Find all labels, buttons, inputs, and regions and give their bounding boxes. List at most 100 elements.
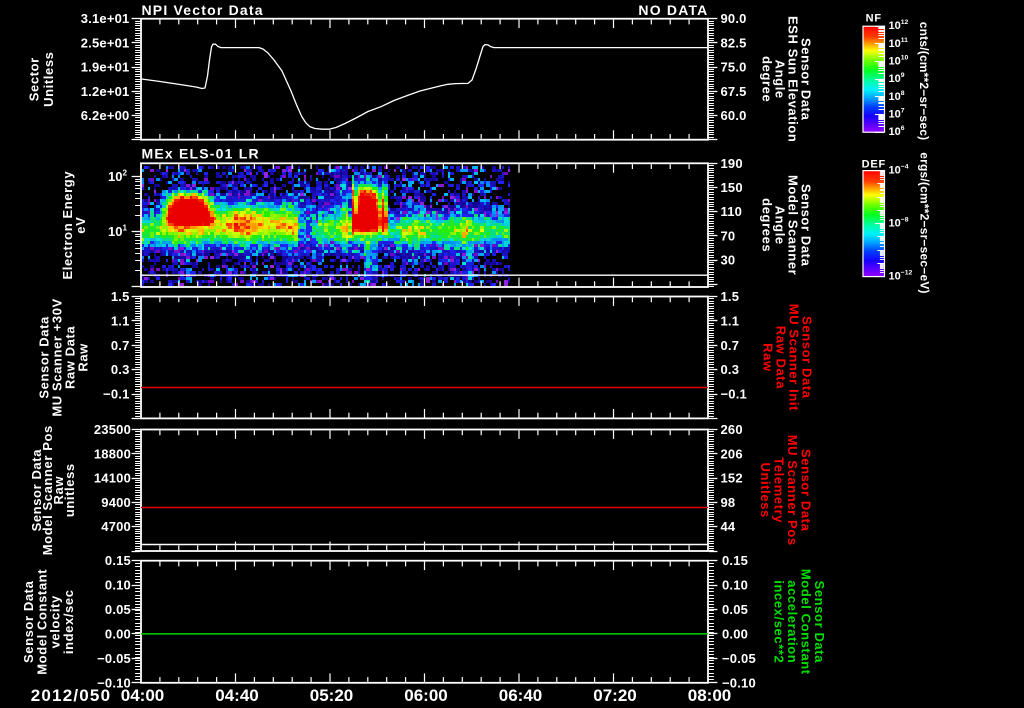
svg-text:04:00: 04:00 (121, 686, 164, 705)
svg-text:07:20: 07:20 (593, 686, 636, 705)
svg-text:0.15: 0.15 (722, 553, 748, 568)
svg-text:NO DATA: NO DATA (638, 2, 708, 18)
svg-text:1.9e+01: 1.9e+01 (81, 60, 130, 75)
svg-text:Sensor Data: Sensor Data (21, 580, 36, 663)
svg-text:−0.05: −0.05 (97, 651, 131, 666)
svg-text:9400: 9400 (101, 495, 131, 510)
svg-text:MU Scanner Init: MU Scanner Init (787, 304, 802, 411)
svg-text:Electron Energy: Electron Energy (60, 171, 75, 280)
svg-text:04:40: 04:40 (215, 686, 258, 705)
svg-text:1.5: 1.5 (111, 289, 130, 304)
svg-text:05:20: 05:20 (310, 686, 353, 705)
svg-text:30: 30 (721, 253, 736, 268)
svg-text:degrees: degrees (760, 198, 775, 252)
svg-text:60.0: 60.0 (721, 108, 747, 123)
svg-text:−0.10: −0.10 (97, 675, 131, 690)
svg-text:Sensor Data: Sensor Data (799, 184, 814, 267)
svg-text:1.5: 1.5 (721, 289, 740, 304)
svg-text:incex/sec**2: incex/sec**2 (772, 580, 787, 663)
svg-text:velocity: velocity (48, 595, 63, 648)
svg-text:23500: 23500 (94, 422, 131, 437)
svg-text:Raw Data: Raw Data (63, 326, 78, 389)
svg-text:4700: 4700 (101, 519, 131, 534)
svg-text:MEx ELS-01 LR: MEx ELS-01 LR (142, 146, 260, 162)
svg-text:ergs/(cm**2−sr−sec−eV): ergs/(cm**2−sr−sec−eV) (918, 152, 932, 294)
svg-text:1.1: 1.1 (721, 313, 740, 328)
svg-text:08:00: 08:00 (688, 686, 731, 705)
svg-text:Unitless: Unitless (758, 463, 773, 518)
svg-text:110: 110 (721, 204, 743, 219)
svg-text:1.1: 1.1 (111, 313, 130, 328)
svg-text:MU Scanner Pos: MU Scanner Pos (785, 435, 800, 546)
svg-text:Angle: Angle (773, 60, 788, 99)
svg-text:ESH Sun Elevation: ESH Sun Elevation (786, 16, 801, 143)
svg-text:107: 107 (889, 107, 905, 121)
svg-text:0.00: 0.00 (722, 627, 748, 642)
svg-text:2012/050: 2012/050 (31, 686, 112, 705)
svg-text:Sensor Data: Sensor Data (37, 316, 52, 399)
svg-text:Sensor Data: Sensor Data (799, 449, 814, 532)
svg-text:190: 190 (721, 156, 743, 171)
svg-text:Raw: Raw (51, 476, 66, 505)
svg-text:0.10: 0.10 (105, 578, 131, 593)
svg-text:Telemetry: Telemetry (772, 457, 787, 523)
svg-text:Angle: Angle (773, 206, 788, 245)
svg-text:Model Scanner: Model Scanner (786, 175, 801, 275)
svg-text:eV: eV (73, 217, 88, 234)
svg-text:NPI Vector Data: NPI Vector Data (142, 2, 264, 18)
svg-text:−0.1: −0.1 (103, 387, 129, 402)
svg-text:06:40: 06:40 (499, 686, 542, 705)
svg-text:Sector: Sector (27, 57, 42, 101)
svg-text:acceleration: acceleration (785, 580, 800, 663)
svg-text:109: 109 (889, 72, 905, 86)
svg-text:150: 150 (721, 180, 743, 195)
svg-text:0.05: 0.05 (105, 602, 131, 617)
svg-text:44: 44 (721, 519, 736, 534)
svg-text:−0.05: −0.05 (722, 651, 756, 666)
svg-text:0.3: 0.3 (721, 362, 740, 377)
svg-text:Sensor Data: Sensor Data (799, 38, 814, 121)
svg-text:90.0: 90.0 (721, 11, 747, 26)
svg-text:6.2e+00: 6.2e+00 (81, 108, 130, 123)
svg-text:−0.1: −0.1 (721, 387, 747, 402)
svg-text:2.5e+01: 2.5e+01 (81, 35, 130, 50)
svg-text:82.5: 82.5 (721, 35, 747, 50)
svg-text:108: 108 (889, 89, 905, 103)
svg-text:0.15: 0.15 (105, 553, 131, 568)
svg-text:98: 98 (721, 495, 736, 510)
svg-text:Model Constant: Model Constant (34, 569, 49, 675)
svg-text:Unitless: Unitless (41, 52, 56, 107)
svg-text:0.00: 0.00 (105, 627, 131, 642)
svg-text:0.3: 0.3 (111, 362, 130, 377)
svg-text:Sensor Data: Sensor Data (29, 449, 44, 532)
svg-text:3.1e+01: 3.1e+01 (81, 11, 130, 26)
svg-text:152: 152 (721, 471, 743, 486)
svg-text:MU Scanner +30V: MU Scanner +30V (50, 298, 65, 416)
svg-text:0.05: 0.05 (722, 602, 748, 617)
svg-text:NF: NF (866, 13, 882, 25)
svg-text:Raw: Raw (761, 343, 776, 372)
svg-text:unitless: unitless (62, 463, 77, 517)
svg-text:06:00: 06:00 (404, 686, 447, 705)
svg-text:Model Constant: Model Constant (799, 569, 814, 675)
svg-text:−0.10: −0.10 (722, 675, 756, 690)
svg-text:0.7: 0.7 (721, 338, 740, 353)
svg-text:206: 206 (721, 446, 743, 461)
svg-text:Sensor Data: Sensor Data (800, 316, 815, 399)
svg-text:106: 106 (889, 125, 905, 139)
svg-text:Raw Data: Raw Data (774, 326, 789, 389)
svg-text:cnts/(cm**2−sr−sec): cnts/(cm**2−sr−sec) (917, 22, 931, 141)
svg-text:degree: degree (760, 56, 775, 102)
svg-text:75.0: 75.0 (721, 60, 747, 75)
svg-text:18800: 18800 (94, 446, 131, 461)
svg-text:0.7: 0.7 (111, 338, 130, 353)
svg-text:260: 260 (721, 422, 743, 437)
svg-text:Model Scanner Pos: Model Scanner Pos (40, 425, 55, 555)
svg-text:Raw: Raw (76, 343, 91, 372)
svg-text:Sensor Data: Sensor Data (812, 581, 827, 664)
svg-text:index/sec: index/sec (61, 589, 76, 654)
svg-text:DEF: DEF (862, 159, 886, 171)
svg-text:0.10: 0.10 (722, 578, 748, 593)
svg-text:70: 70 (721, 228, 736, 243)
svg-text:67.5: 67.5 (721, 84, 747, 99)
